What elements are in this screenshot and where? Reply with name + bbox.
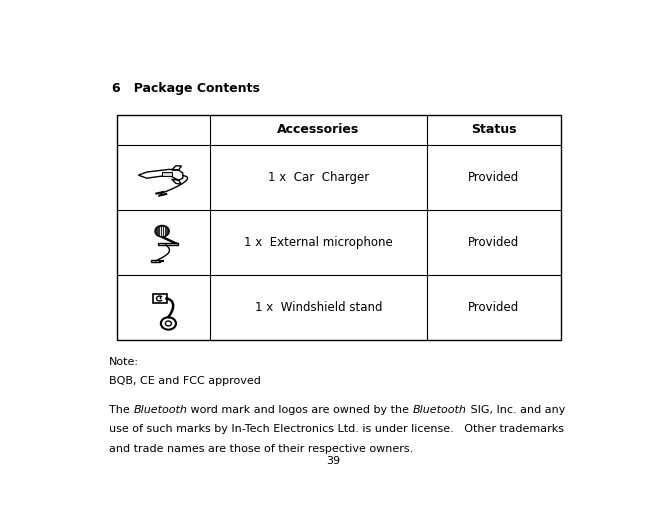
Bar (117, 115, 561, 340)
Text: Status: Status (471, 123, 517, 136)
Text: BQB, CE and FCC approved: BQB, CE and FCC approved (109, 377, 261, 386)
Text: Provided: Provided (468, 236, 519, 249)
Text: Accessories: Accessories (277, 123, 359, 136)
Text: word mark and logos are owned by the: word mark and logos are owned by the (187, 405, 413, 415)
Text: 1 x  External microphone: 1 x External microphone (244, 236, 393, 249)
Text: Bluetooth: Bluetooth (133, 405, 187, 415)
Text: 6   Package Contents: 6 Package Contents (112, 82, 260, 95)
Text: Provided: Provided (468, 301, 519, 314)
Bar (152, 294, 167, 303)
Text: 39: 39 (327, 456, 340, 466)
Text: Provided: Provided (468, 171, 519, 184)
Circle shape (155, 226, 169, 237)
Text: use of such marks by In-Tech Electronics Ltd. is under license.   Other trademar: use of such marks by In-Tech Electronics… (109, 425, 564, 434)
Text: Note:: Note: (109, 357, 139, 367)
Text: The: The (109, 405, 133, 415)
Text: 1 x  Windshield stand: 1 x Windshield stand (255, 301, 382, 314)
Text: Bluetooth: Bluetooth (413, 405, 467, 415)
Bar (162, 172, 172, 176)
Text: 1 x  Car  Charger: 1 x Car Charger (268, 171, 369, 184)
Bar (151, 260, 160, 262)
Text: and trade names are those of their respective owners.: and trade names are those of their respe… (109, 444, 413, 454)
Text: SIG, Inc. and any: SIG, Inc. and any (467, 405, 565, 415)
